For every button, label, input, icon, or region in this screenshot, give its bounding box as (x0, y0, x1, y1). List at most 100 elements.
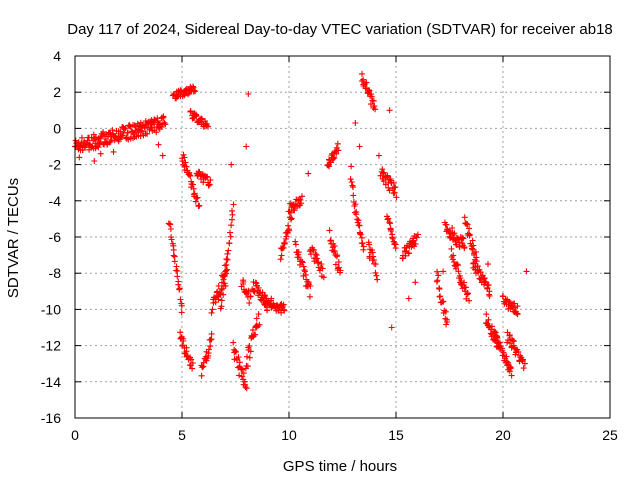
data-point (318, 261, 325, 267)
data-point (190, 83, 196, 90)
data-point (256, 290, 263, 297)
data-point (370, 97, 377, 104)
data-point (215, 283, 222, 289)
data-point (358, 234, 365, 241)
data-point (207, 336, 214, 343)
data-point (187, 108, 194, 114)
data-point (168, 236, 175, 243)
data-point (288, 216, 294, 223)
axis-ticks (74, 55, 611, 419)
data-point (177, 296, 184, 303)
data-point (295, 254, 302, 261)
data-point (358, 78, 365, 84)
data-point (122, 125, 129, 132)
data-point (319, 265, 326, 272)
data-point (449, 225, 456, 231)
data-point (206, 181, 213, 188)
data-point (165, 220, 172, 227)
data-point (466, 231, 473, 238)
data-point (386, 107, 393, 114)
data-point (235, 354, 242, 361)
data-point (484, 284, 491, 291)
data-point (244, 363, 251, 370)
data-point (500, 349, 507, 356)
data-point (230, 201, 237, 208)
data-point (236, 359, 243, 366)
data-point (450, 252, 457, 259)
data-point (243, 385, 250, 392)
data-point (193, 195, 200, 202)
data-point (454, 261, 461, 268)
data-point (330, 155, 337, 162)
data-point (288, 215, 295, 222)
data-point (196, 202, 203, 209)
data-point (223, 256, 230, 263)
data-point (392, 184, 399, 191)
data-point (167, 221, 174, 228)
data-point (508, 365, 515, 371)
data-point (514, 303, 521, 310)
data-point (252, 331, 259, 338)
data-point (238, 373, 245, 380)
data-point (187, 172, 194, 179)
data-point (155, 141, 162, 148)
y-axis-tick-labels: -16 -14 -12 -10 -8 -6 -4 -2 0 2 4 (41, 48, 61, 426)
data-point (193, 112, 200, 119)
data-point (510, 337, 516, 344)
data-point (245, 91, 252, 97)
data-point (121, 126, 128, 132)
data-point (379, 166, 386, 173)
data-point (245, 289, 252, 295)
data-point (375, 152, 382, 159)
data-point (219, 279, 225, 286)
data-point (350, 184, 356, 191)
y-tick-label: -6 (49, 229, 62, 245)
data-point (251, 288, 258, 295)
y-tick-label: 4 (53, 48, 61, 64)
data-point (352, 201, 359, 208)
data-point (189, 365, 196, 372)
data-point (278, 252, 285, 259)
data-point (104, 141, 111, 148)
data-point (347, 176, 354, 183)
data-point (310, 247, 317, 254)
data-point (523, 268, 530, 275)
data-point (224, 256, 231, 263)
data-point (520, 365, 527, 372)
data-point (196, 169, 203, 175)
data-point (334, 140, 341, 147)
data-point (440, 268, 447, 275)
data-point (380, 170, 386, 177)
data-point (448, 245, 455, 252)
data-point (470, 259, 477, 266)
data-point (189, 181, 196, 188)
data-point (149, 121, 155, 128)
y-tick-label: -16 (41, 410, 61, 426)
data-point (327, 237, 334, 244)
data-point (366, 241, 373, 248)
data-point (224, 250, 231, 257)
data-point (218, 303, 225, 310)
data-point (472, 248, 479, 255)
data-point (291, 207, 298, 214)
data-point (75, 139, 82, 146)
data-point (388, 324, 395, 331)
y-tick-label: 0 (53, 120, 61, 136)
data-point (80, 141, 87, 148)
data-point (326, 227, 333, 234)
data-point (175, 281, 182, 288)
data-point (246, 343, 253, 349)
data-point (229, 211, 236, 218)
data-point (283, 233, 290, 240)
data-point (249, 327, 256, 334)
data-point (188, 356, 195, 363)
grid-lines (75, 56, 610, 418)
data-point (207, 177, 214, 184)
data-point (198, 372, 205, 379)
data-point (333, 150, 340, 157)
data-point (240, 370, 247, 377)
data-point (178, 302, 185, 309)
data-point (496, 339, 503, 346)
data-point (389, 235, 396, 242)
data-point (287, 209, 294, 216)
